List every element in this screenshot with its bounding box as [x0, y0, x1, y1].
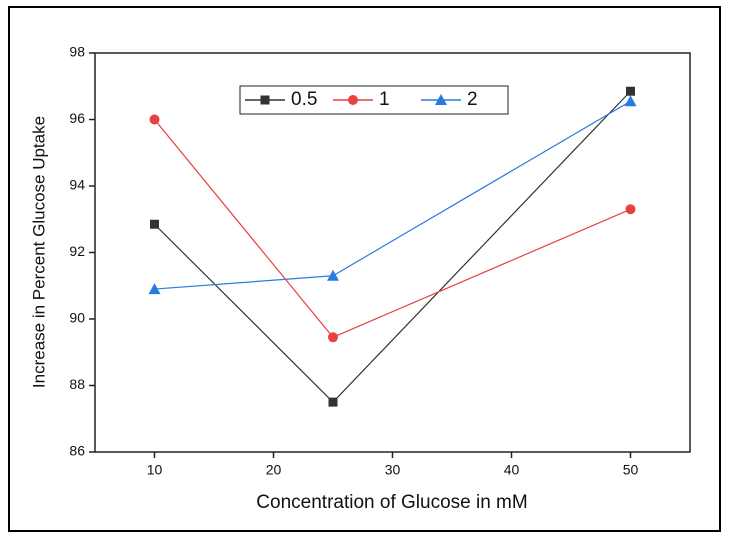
y-tick-label: 96 — [69, 110, 85, 126]
y-tick-label: 92 — [69, 243, 85, 259]
legend-label: 0.5 — [291, 89, 317, 110]
data-point — [149, 114, 160, 125]
y-axis-label: Increase in Percent Glucose Uptake — [29, 116, 48, 388]
legend-label: 2 — [467, 89, 478, 110]
y-tick-label: 88 — [69, 376, 85, 392]
y-tick-label: 90 — [69, 310, 85, 326]
series-line — [154, 119, 631, 339]
x-tick-label: 50 — [623, 462, 639, 478]
legend-label: 1 — [379, 89, 390, 110]
y-tick-label: 98 — [69, 44, 85, 60]
legend-marker — [348, 95, 358, 105]
legend-marker — [260, 95, 270, 105]
x-axis-label: Concentration of Glucose in mM — [256, 492, 527, 513]
legend-marker — [435, 94, 447, 105]
data-point — [328, 332, 338, 343]
series-line — [154, 100, 631, 290]
data-point — [626, 86, 635, 96]
data-point — [327, 269, 339, 281]
data-point — [625, 204, 636, 215]
data-point — [148, 283, 161, 295]
y-tick-label: 94 — [69, 177, 85, 193]
y-tick-label: 86 — [69, 443, 85, 459]
x-tick-label: 40 — [504, 462, 520, 478]
x-tick-label: 20 — [266, 462, 282, 478]
data-point — [624, 95, 637, 107]
data-point — [328, 397, 338, 407]
frame — [8, 6, 721, 532]
series-line — [154, 90, 631, 403]
data-point — [150, 219, 159, 229]
x-tick-label: 30 — [385, 462, 401, 478]
x-tick-label: 10 — [147, 462, 163, 478]
